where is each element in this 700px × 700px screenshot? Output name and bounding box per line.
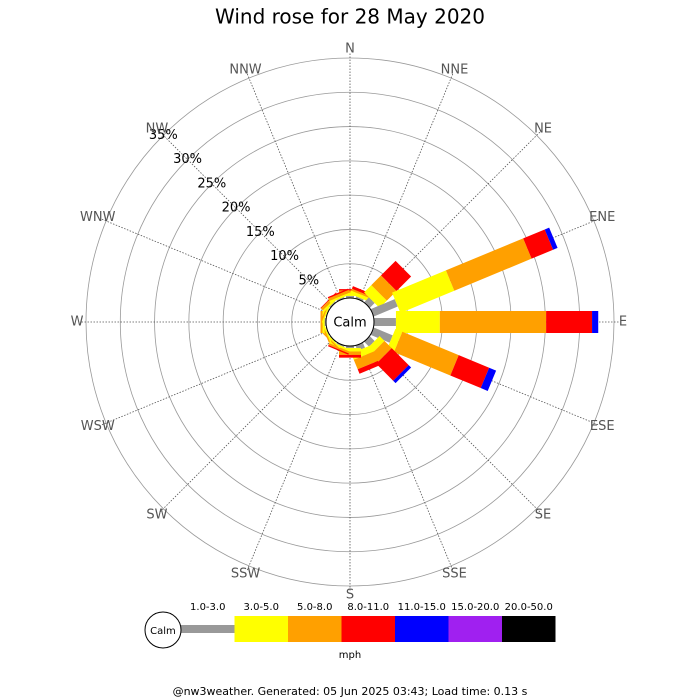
wind-bar-segment — [353, 351, 379, 370]
wind-bar-segment — [351, 288, 373, 299]
legend-label: 20.0-50.0 — [505, 602, 553, 613]
direction-label: SE — [535, 508, 551, 523]
wind-bar-segment — [523, 229, 554, 259]
legend-swatch — [181, 625, 235, 633]
legend-label: 11.0-15.0 — [398, 602, 446, 613]
legend-unit: mph — [339, 650, 361, 661]
wind-bar-segment — [376, 348, 409, 381]
legend-swatch — [448, 616, 502, 642]
wind-bar-segment — [381, 260, 412, 291]
wind-bar-segment — [386, 328, 403, 353]
r-tick-label: 30% — [173, 152, 202, 167]
legend-swatch — [234, 616, 288, 642]
wind-bar-segment — [445, 238, 532, 291]
direction-label: NW — [146, 121, 169, 136]
wind-bar-segment — [393, 331, 459, 376]
wind-bar-segment — [393, 365, 412, 384]
direction-label: NE — [534, 121, 552, 136]
legend-calm-circle — [144, 611, 182, 649]
direction-label: NNE — [441, 62, 469, 77]
spoke — [358, 72, 454, 300]
wind-bar-segment — [374, 318, 396, 326]
direction-label: E — [619, 315, 627, 330]
direction-label: ESE — [590, 419, 615, 434]
wind-bar-segment — [339, 354, 361, 358]
legend-swatch — [288, 616, 342, 642]
r-tick-label: 10% — [270, 249, 299, 264]
spoke — [246, 344, 342, 572]
direction-label: WSW — [81, 419, 115, 434]
wind-bar-segment — [364, 297, 375, 308]
wind-bar-segment — [355, 296, 364, 302]
wind-bar-segment — [371, 275, 397, 301]
legend-label: 5.0-8.0 — [297, 602, 332, 613]
wind-bar-segment — [327, 288, 349, 299]
wind-bar-segment — [324, 318, 326, 326]
wind-bar-segment — [336, 297, 345, 302]
calm-circle — [325, 297, 375, 347]
legend-label: 1.0-3.0 — [190, 602, 225, 613]
wind-bar-segment — [346, 346, 354, 349]
wind-bar-segment — [346, 295, 354, 298]
chart-title: Wind rose for 28 May 2020 — [215, 5, 485, 29]
spoke — [100, 330, 328, 426]
direction-label: SSE — [442, 567, 467, 582]
legend-calm-label: Calm — [150, 626, 176, 637]
wind-bar-segment — [364, 336, 375, 347]
wind-bar-segment — [395, 311, 440, 333]
direction-label: W — [71, 315, 84, 330]
legend-label: 15.0-20.0 — [451, 602, 499, 613]
direction-label: SSW — [231, 567, 261, 582]
spoke — [158, 130, 334, 306]
wind-bar-segment — [439, 311, 547, 333]
spoke — [100, 218, 328, 314]
wind-bar-segment — [357, 360, 380, 374]
wind-bar-segment — [480, 367, 497, 391]
wind-bar-segment — [546, 311, 593, 333]
r-tick-label: 20% — [222, 201, 251, 216]
wind-bar-segment — [329, 292, 351, 303]
direction-label: ENE — [589, 210, 615, 225]
wind-bar-segment — [328, 345, 349, 355]
wind-bar-segment — [370, 327, 393, 343]
direction-label: WNW — [80, 210, 116, 225]
wind-bar-segment — [349, 290, 372, 303]
wind-bar-segment — [329, 301, 336, 308]
wind-bar-segment — [592, 311, 599, 333]
direction-label: N — [345, 42, 355, 57]
wind-bar-segment — [328, 289, 350, 301]
calm-label: Calm — [333, 316, 366, 331]
wind-bar-segment — [544, 227, 558, 250]
legend-label: 8.0-11.0 — [347, 602, 389, 613]
direction-label: S — [346, 588, 354, 603]
spoke — [358, 344, 454, 572]
legend-swatch — [502, 616, 556, 642]
wind-bar-segment — [450, 355, 490, 389]
spoke — [246, 72, 342, 300]
spoke — [158, 338, 334, 514]
wind-bar-segment — [336, 342, 345, 347]
footer: @nw3weather. Generated: 05 Jun 2025 03:4… — [173, 685, 528, 698]
wind-bar-segment — [392, 270, 455, 314]
wind-bar-segment — [322, 311, 325, 333]
legend-swatch — [395, 616, 449, 642]
direction-label: SW — [146, 508, 167, 523]
spoke — [366, 130, 542, 306]
legend-swatch — [341, 616, 395, 642]
direction-label: NNW — [229, 62, 261, 77]
spoke — [366, 338, 542, 514]
wind-bar-segment — [370, 299, 398, 317]
wind-bar-segment — [364, 285, 387, 308]
legend-label: 3.0-5.0 — [244, 602, 279, 613]
